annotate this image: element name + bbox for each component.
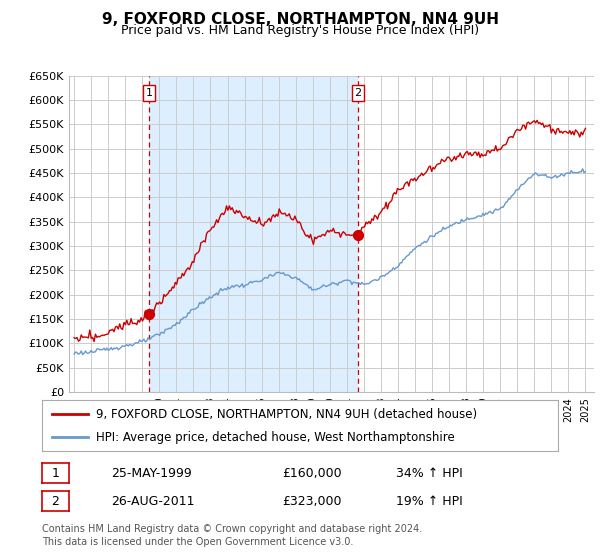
Text: 34% ↑ HPI: 34% ↑ HPI [396,466,463,480]
Text: 26-AUG-2011: 26-AUG-2011 [111,494,194,508]
Text: 19% ↑ HPI: 19% ↑ HPI [396,494,463,508]
Bar [149,76,358,392]
Text: 25-MAY-1999: 25-MAY-1999 [111,466,192,480]
Text: 2: 2 [355,88,361,98]
Point [144,310,154,319]
Text: Contains HM Land Registry data © Crown copyright and database right 2024.
This d: Contains HM Land Registry data © Crown c… [42,524,422,547]
Text: £160,000: £160,000 [282,466,341,480]
Text: Price paid vs. HM Land Registry's House Price Index (HPI): Price paid vs. HM Land Registry's House … [121,24,479,36]
Text: 9, FOXFORD CLOSE, NORTHAMPTON, NN4 9UH: 9, FOXFORD CLOSE, NORTHAMPTON, NN4 9UH [101,12,499,27]
Text: 9, FOXFORD CLOSE, NORTHAMPTON, NN4 9UH (detached house): 9, FOXFORD CLOSE, NORTHAMPTON, NN4 9UH (… [96,408,478,421]
Text: 1: 1 [145,88,152,98]
Point [353,230,363,239]
Text: 2: 2 [52,494,59,508]
Text: 1: 1 [52,466,59,480]
Text: HPI: Average price, detached house, West Northamptonshire: HPI: Average price, detached house, West… [96,431,455,444]
Text: £323,000: £323,000 [282,494,341,508]
